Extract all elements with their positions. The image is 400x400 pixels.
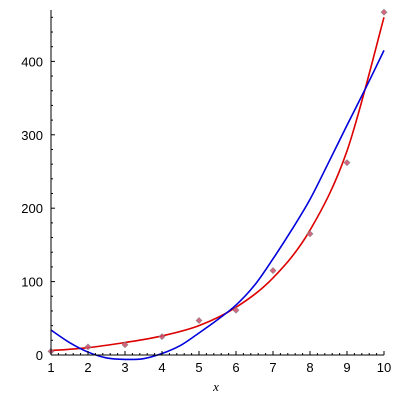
data-point — [195, 317, 203, 324]
data-point — [84, 343, 92, 351]
plot-points — [47, 8, 388, 355]
axes — [50, 10, 385, 356]
blue-fit-curve — [51, 50, 385, 361]
data-point — [121, 341, 129, 349]
x-tick-label: 1 — [47, 360, 54, 375]
y-tick-label: 0 — [36, 348, 43, 363]
x-tick-label: 3 — [121, 360, 128, 375]
plot-lines — [51, 17, 385, 361]
x-tick-label: 8 — [306, 360, 313, 375]
x-tick-label: 6 — [232, 360, 239, 375]
x-tick-label: 9 — [343, 360, 350, 375]
x-tick-label: 10 — [377, 360, 391, 375]
data-point — [343, 159, 351, 167]
data-point — [232, 306, 240, 314]
data-point — [269, 267, 277, 275]
red-fit-curve — [51, 17, 385, 352]
data-point — [158, 333, 166, 341]
data-point — [380, 8, 388, 16]
x-tick-label: 4 — [158, 360, 165, 375]
y-tick-label: 200 — [21, 201, 43, 216]
x-tick-label: 7 — [269, 360, 276, 375]
y-tick-label: 400 — [21, 54, 43, 69]
y-tick-label: 300 — [21, 128, 43, 143]
x-tick-label: 2 — [84, 360, 91, 375]
data-point — [306, 230, 314, 238]
y-tick-label: 100 — [21, 275, 43, 290]
x-axis-title: x — [212, 379, 219, 394]
x-tick-label: 5 — [195, 360, 202, 375]
